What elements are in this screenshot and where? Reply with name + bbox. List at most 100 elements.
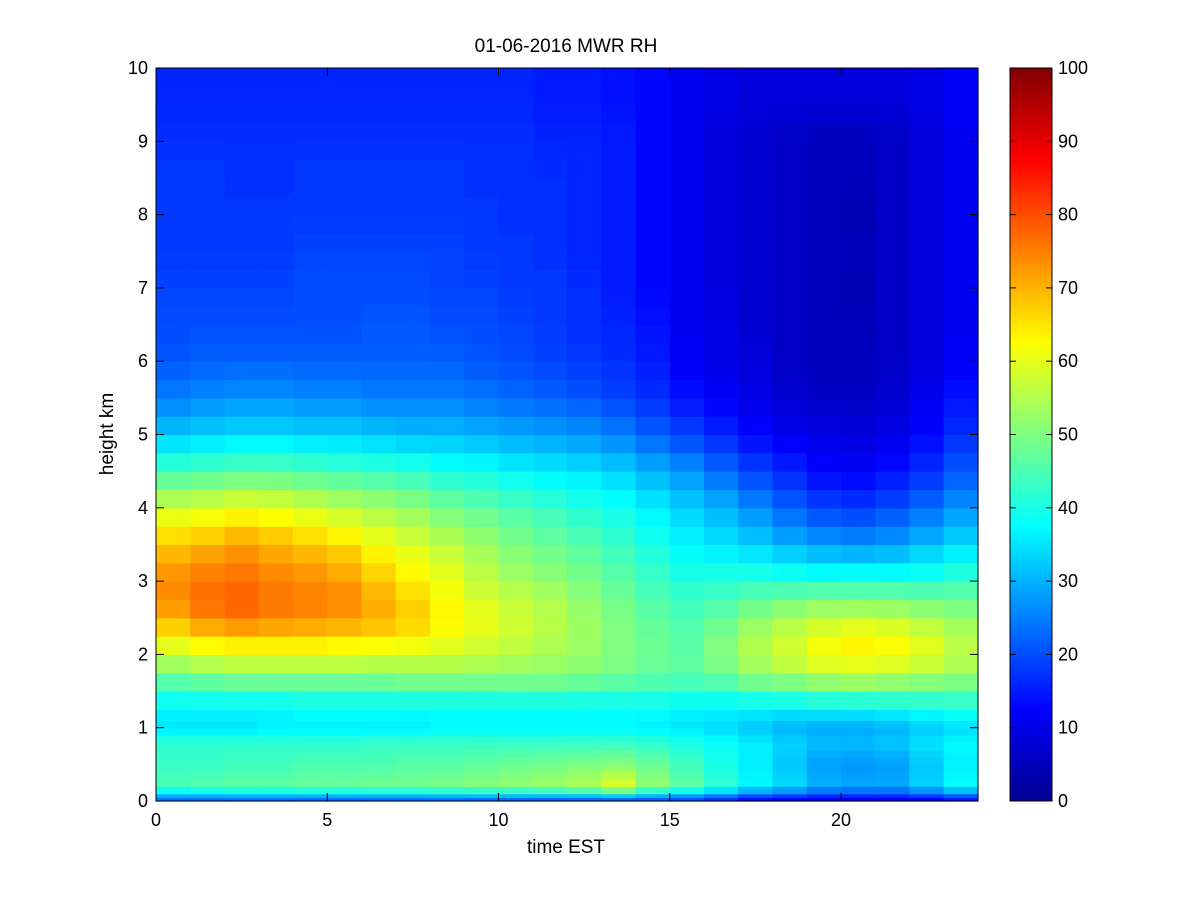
heatmap-cell <box>875 709 911 721</box>
heatmap-cell <box>567 122 602 142</box>
heatmap-cell <box>190 779 226 787</box>
heatmap-cell <box>841 507 876 527</box>
heatmap-cell <box>635 141 671 161</box>
heatmap-cell <box>806 342 842 362</box>
heatmap-cell <box>190 507 226 527</box>
heatmap-cell <box>361 526 397 546</box>
heatmap-cell <box>498 159 534 179</box>
heatmap-cell <box>635 636 671 655</box>
heatmap-cell <box>772 251 808 271</box>
heatmap-cell <box>361 324 397 344</box>
heatmap-cell <box>806 691 842 710</box>
heatmap-cell <box>532 86 568 106</box>
heatmap-cell <box>875 757 911 765</box>
heatmap-cell <box>498 749 534 758</box>
heatmap-cell <box>669 771 705 780</box>
heatmap-cell <box>943 526 979 546</box>
heatmap-cell <box>258 416 294 436</box>
heatmap-cell <box>841 786 876 795</box>
heatmap-cell <box>327 416 363 436</box>
heatmap-cell <box>704 177 739 197</box>
heatmap-cell <box>669 196 705 216</box>
y-tick-label: 2 <box>138 644 148 664</box>
heatmap-cell <box>806 581 842 601</box>
y-tick-label: 4 <box>138 498 148 518</box>
heatmap-cell <box>704 434 739 454</box>
heatmap-cell <box>532 526 568 546</box>
heatmap-cell <box>704 452 739 472</box>
heatmap-cell <box>464 324 500 344</box>
heatmap-cell <box>567 720 602 729</box>
heatmap-cell <box>943 654 979 674</box>
heatmap-cell <box>909 779 945 787</box>
heatmap-cell <box>841 793 876 798</box>
heatmap-cell <box>806 287 842 307</box>
heatmap-cell <box>327 397 363 417</box>
heatmap-cell <box>464 434 500 454</box>
heatmap-cell <box>430 86 465 106</box>
heatmap-cell <box>772 434 808 454</box>
heatmap-cell <box>806 434 842 454</box>
heatmap-cell <box>293 672 328 692</box>
heatmap-cell <box>601 526 637 546</box>
heatmap-cell <box>738 742 774 751</box>
heatmap-cell <box>806 793 842 798</box>
heatmap-cell <box>395 122 431 142</box>
heatmap-cell <box>909 797 945 802</box>
heatmap-cell <box>532 452 568 472</box>
heatmap-cell <box>156 507 191 527</box>
heatmap-cell <box>601 141 637 161</box>
heatmap-cell <box>806 306 842 326</box>
heatmap-cell <box>190 471 226 491</box>
heatmap-cell <box>224 720 260 729</box>
heatmap-cell <box>738 434 774 454</box>
heatmap-cell <box>395 654 431 674</box>
heatmap-cell <box>635 544 671 564</box>
heatmap-cell <box>395 452 431 472</box>
heatmap-cell <box>806 654 842 674</box>
x-tick-label: 10 <box>488 810 508 830</box>
heatmap-cell <box>258 434 294 454</box>
heatmap-cell <box>635 452 671 472</box>
heatmap-cell <box>669 691 705 710</box>
heatmap-cell <box>430 269 465 289</box>
heatmap-cell <box>224 654 260 674</box>
heatmap-cell <box>806 416 842 436</box>
heatmap-cell <box>669 251 705 271</box>
heatmap-cell <box>224 636 260 655</box>
heatmap-cell <box>395 68 431 87</box>
heatmap-cell <box>669 416 705 436</box>
heatmap-cell <box>190 214 226 234</box>
heatmap-cell <box>156 86 191 106</box>
heatmap-cell <box>327 786 363 795</box>
heatmap-cell <box>327 709 363 721</box>
heatmap-cell <box>498 104 534 124</box>
heatmap-cell <box>190 251 226 271</box>
heatmap-cell <box>772 416 808 436</box>
heatmap-cell <box>464 397 500 417</box>
heatmap-cell <box>156 489 191 509</box>
heatmap-cell <box>841 727 876 736</box>
heatmap-cell <box>430 797 465 802</box>
heatmap-cell <box>841 599 876 619</box>
heatmap-cell <box>327 636 363 655</box>
heatmap-cell <box>361 214 397 234</box>
heatmap-cell <box>909 720 945 729</box>
heatmap-cell <box>567 214 602 234</box>
heatmap-cell <box>293 324 328 344</box>
heatmap-cell <box>498 507 534 527</box>
heatmap-cell <box>224 251 260 271</box>
heatmap-cell <box>875 159 911 179</box>
heatmap-cell <box>430 68 465 87</box>
heatmap-cell <box>293 757 328 765</box>
heatmap-cell <box>704 771 739 780</box>
heatmap-cell <box>635 104 671 124</box>
heatmap-cell <box>361 749 397 758</box>
heatmap-cell <box>532 122 568 142</box>
heatmap-cell <box>258 86 294 106</box>
heatmap-cell <box>567 771 602 780</box>
heatmap-cell <box>156 434 191 454</box>
heatmap-cell <box>875 636 911 655</box>
heatmap-cell <box>532 562 568 582</box>
heatmap-cell <box>464 159 500 179</box>
